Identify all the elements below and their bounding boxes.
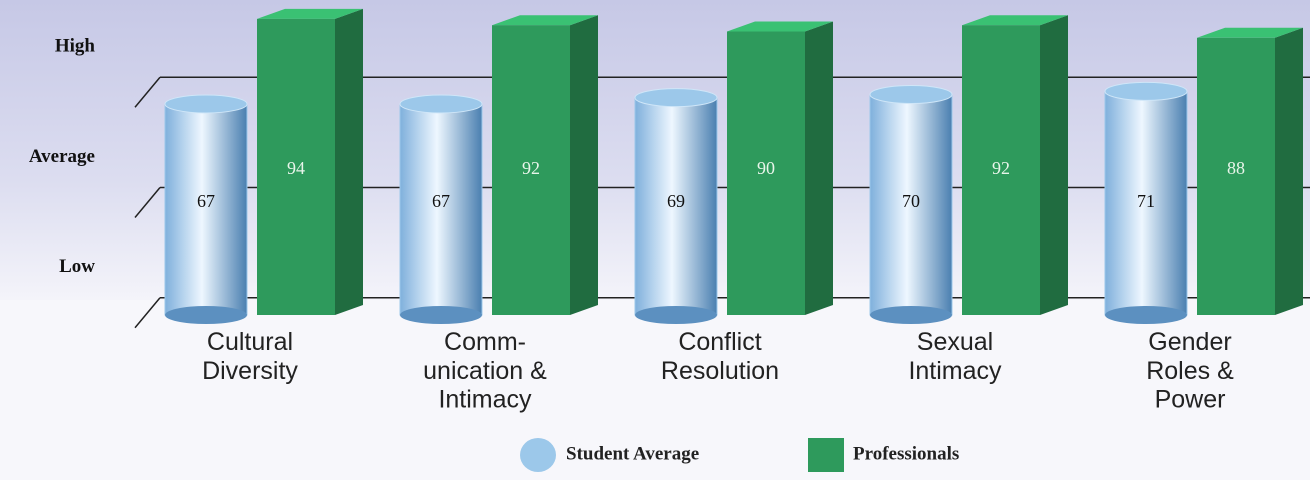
box-side	[805, 21, 833, 315]
cylinder-body	[164, 103, 248, 316]
x-tick-label: Comm-unication & Intimacy	[423, 328, 547, 414]
value-label: 69	[667, 191, 685, 211]
value-label: 70	[902, 191, 920, 211]
value-label: 88	[1227, 158, 1245, 178]
bar	[962, 25, 1040, 315]
cylinder-body	[399, 103, 483, 316]
cylinder-bottom	[870, 306, 952, 324]
y-tick-label: Low	[59, 256, 95, 277]
box-top	[1197, 27, 1303, 38]
grid-line-diagonal	[134, 187, 161, 218]
legend-swatch	[808, 438, 844, 472]
cylinder-bottom	[165, 306, 247, 324]
cylinder-body	[634, 97, 718, 316]
bar	[257, 18, 335, 316]
cylinder-body	[1104, 90, 1188, 316]
grid-line-diagonal	[134, 76, 161, 108]
legend-label: Student Average	[566, 443, 699, 464]
x-tick-label: Sexual Intimacy	[908, 328, 1002, 385]
legend-swatch	[520, 438, 556, 472]
box-top	[962, 15, 1068, 26]
x-tick-label: Gender Roles & Power	[1146, 328, 1234, 414]
y-tick-label: High	[55, 36, 96, 57]
box-top	[257, 8, 363, 19]
y-tick-label: Average	[29, 146, 95, 167]
cylinder-top	[399, 94, 483, 114]
box-top	[492, 15, 598, 26]
value-label: 67	[432, 191, 450, 211]
x-tick-label: Conflict Resolution	[661, 328, 779, 385]
value-label: 71	[1137, 191, 1155, 211]
value-label: 90	[757, 158, 775, 178]
box-side	[1040, 15, 1068, 315]
cylinder-body	[869, 94, 953, 316]
cylinder-top	[634, 88, 718, 108]
x-tick-label: Cultural Diversity	[202, 328, 298, 385]
box-top	[727, 21, 833, 32]
bar	[1197, 37, 1275, 316]
value-label: 67	[197, 191, 215, 211]
bar	[492, 25, 570, 315]
cylinder-top	[164, 94, 248, 114]
cylinder-bottom	[1105, 306, 1187, 324]
box-side	[570, 15, 598, 315]
box-side	[1275, 27, 1303, 316]
value-label: 92	[522, 158, 540, 178]
box-side	[335, 8, 363, 316]
legend-label: Professionals	[853, 443, 959, 464]
cylinder-top	[1104, 81, 1188, 101]
bar	[727, 31, 805, 315]
value-label: 94	[287, 158, 305, 178]
grid-line-diagonal	[134, 297, 161, 329]
cylinder-top	[869, 85, 953, 104]
cylinder-bottom	[400, 306, 482, 324]
value-label: 92	[992, 158, 1010, 178]
cylinder-bottom	[635, 306, 717, 324]
